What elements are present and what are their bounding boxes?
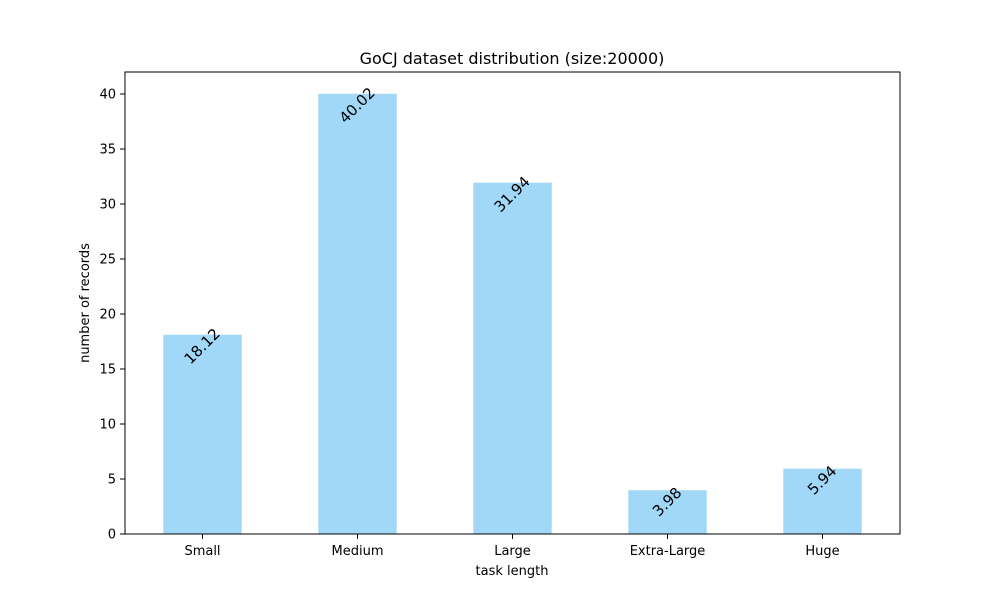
y-tick-label: 25 bbox=[99, 253, 116, 268]
plot-area: 0 5 10 15 20 25 30 35 40 Small Medium Large Extra-La… bbox=[99, 71, 901, 559]
y-tick-label: 35 bbox=[99, 143, 116, 158]
y-tick-label: 0 bbox=[108, 528, 116, 543]
y-tick-label: 30 bbox=[99, 198, 116, 213]
x-tick-label: Small bbox=[184, 544, 220, 559]
bar-small bbox=[163, 334, 242, 534]
bar-large bbox=[473, 182, 552, 534]
x-axis-label: task length bbox=[476, 564, 549, 579]
x-tick-label: Extra-Large bbox=[630, 544, 706, 559]
y-axis-label: number of records bbox=[78, 243, 93, 363]
bar-huge bbox=[783, 468, 862, 534]
y-tick-label: 5 bbox=[108, 473, 116, 488]
bar-extra-large bbox=[628, 490, 707, 534]
y-tick-label: 15 bbox=[99, 363, 116, 378]
x-tick-label: Large bbox=[494, 544, 531, 559]
y-tick-label: 20 bbox=[99, 308, 116, 323]
bar-medium bbox=[318, 93, 397, 534]
x-tick-label: Huge bbox=[805, 544, 839, 559]
y-tick-label: 40 bbox=[99, 88, 116, 103]
y-tick-label: 10 bbox=[99, 418, 116, 433]
x-tick-label: Medium bbox=[332, 544, 384, 559]
chart-title: GoCJ dataset distribution (size:20000) bbox=[360, 49, 665, 68]
